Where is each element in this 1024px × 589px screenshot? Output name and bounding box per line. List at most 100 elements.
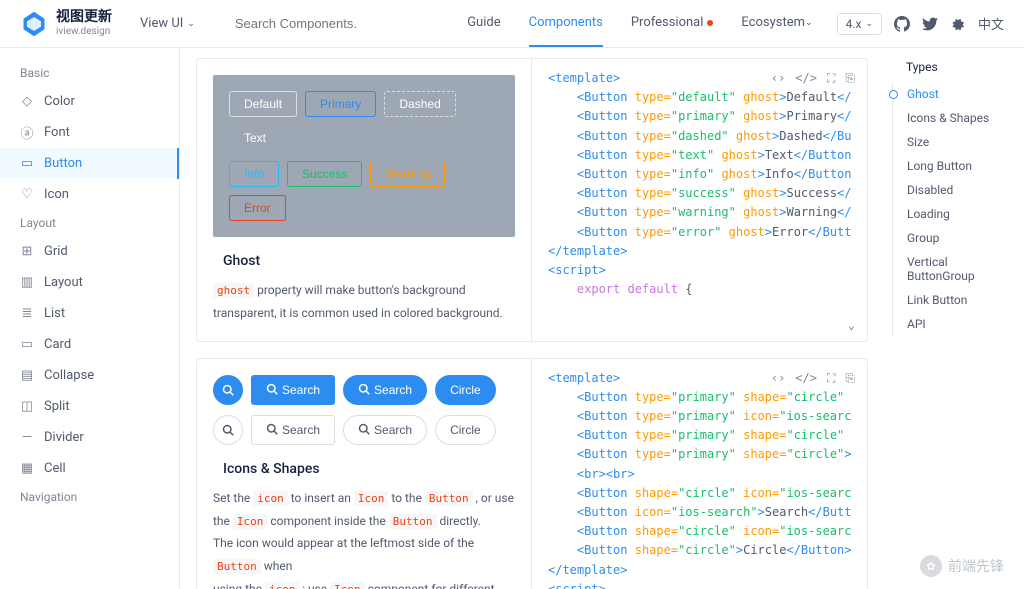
- search-icon: [358, 383, 370, 395]
- anchor-item-size[interactable]: Size: [892, 130, 1016, 154]
- code-actions: ‹› </> ⛶ ⎘: [771, 369, 855, 388]
- sidebar-item-split[interactable]: ◫ Split: [0, 391, 179, 422]
- nav-ecosystem[interactable]: Ecosystem ⌄: [741, 0, 812, 47]
- anchor-item-api[interactable]: API: [892, 312, 1016, 336]
- btn-search-round-primary[interactable]: Search: [343, 375, 427, 405]
- btn-default-ghost[interactable]: Default: [229, 91, 297, 117]
- sidebar-item-card[interactable]: ▭Card: [0, 329, 179, 360]
- layout-icon: ▥: [20, 276, 34, 290]
- sidebar-item-label: Layout: [44, 275, 83, 290]
- font-icon: ⓐ: [20, 126, 34, 140]
- copy-icon[interactable]: ⎘: [845, 69, 855, 88]
- t: The icon would appear at the leftmost si…: [213, 536, 474, 550]
- heart-icon: ♡: [20, 188, 34, 202]
- twitter-icon[interactable]: [922, 16, 938, 32]
- sidebar-item-label: Button: [44, 156, 82, 171]
- btn-primary-ghost[interactable]: Primary: [305, 91, 376, 117]
- search-icon: [358, 423, 370, 435]
- nav-components[interactable]: Components: [529, 0, 603, 47]
- t: Set the: [213, 491, 253, 505]
- code-tag: icon: [253, 491, 288, 506]
- run-icon[interactable]: ‹›: [771, 69, 785, 88]
- sidebar-item-color[interactable]: ◇Color: [0, 86, 179, 117]
- viewui-dropdown[interactable]: View UI ⌄: [140, 16, 195, 31]
- side-group-basic: Basic: [0, 60, 179, 86]
- sidebar-item-icon[interactable]: ♡ Icon: [0, 179, 179, 210]
- example-ghost: Default Primary Dashed Text Info Success…: [196, 58, 868, 342]
- btn-search-primary[interactable]: Search: [251, 375, 335, 405]
- sidebar-item-label: Grid: [44, 244, 68, 259]
- run-icon[interactable]: ‹›: [771, 369, 785, 388]
- sidebar-item-list[interactable]: ≣List: [0, 298, 179, 329]
- wechat-icon: ✿: [920, 555, 942, 577]
- viewui-label: View UI: [140, 16, 183, 31]
- split-icon: ◫: [20, 400, 34, 414]
- search-input[interactable]: [235, 16, 435, 31]
- btn-dashed-ghost[interactable]: Dashed: [384, 91, 455, 117]
- btn-label: Search: [374, 383, 412, 397]
- logo-icon: [20, 10, 48, 38]
- example-code: ‹› </> ⛶ ⎘ <template> <Button type="prim…: [532, 359, 867, 589]
- sidebar-item-label: Split: [44, 399, 70, 414]
- t: directly.: [437, 514, 481, 528]
- copy-icon[interactable]: ⎘: [845, 369, 855, 388]
- code-icon[interactable]: </>: [795, 69, 817, 88]
- btn-error-ghost[interactable]: Error: [229, 195, 286, 221]
- btn-search-circle-primary[interactable]: [213, 375, 243, 405]
- code-actions: ‹› </> ⛶ ⎘: [771, 69, 855, 88]
- anchor-item-ghost[interactable]: Ghost: [892, 82, 1016, 106]
- example-demo: Search Search Circle Search Search Circl…: [197, 359, 532, 589]
- sidebar-item-layout[interactable]: ▥ Layout: [0, 267, 179, 298]
- t: to insert an: [288, 491, 354, 505]
- anchor-item-long-button[interactable]: Long Button: [892, 154, 1016, 178]
- sidebar-item-collapse[interactable]: ▤ Collapse: [0, 360, 179, 391]
- desc-text: property will make button's background t…: [213, 283, 503, 320]
- btn-search-circle-default[interactable]: [213, 415, 243, 445]
- logo[interactable]: 视图更新 iview.design: [20, 10, 112, 38]
- chevron-down-icon: ⌄: [187, 19, 195, 29]
- btn-circle-default[interactable]: Circle: [435, 415, 496, 445]
- dot-badge-icon: [707, 20, 713, 26]
- version-select[interactable]: 4.x⌄: [837, 13, 882, 35]
- anchor-item-icons-shapes[interactable]: Icons & Shapes: [892, 106, 1016, 130]
- expand-code-icon[interactable]: ⌄: [848, 316, 855, 335]
- sidebar-item-label: Icon: [44, 187, 69, 202]
- sidebar-item-grid[interactable]: ⊞Grid: [0, 236, 179, 267]
- github-icon[interactable]: [894, 16, 910, 32]
- code-tag: Button: [389, 514, 437, 529]
- code-block-icons: <template> <Button type="primary" shape=…: [548, 369, 851, 589]
- code-tag: Icon: [330, 582, 365, 589]
- card-icon: ▭: [20, 338, 34, 352]
- anchor-item-link-button[interactable]: Link Button: [892, 288, 1016, 312]
- code-icon[interactable]: </>: [795, 369, 817, 388]
- sidebar-item-font[interactable]: ⓐFont: [0, 117, 179, 148]
- anchor-item-vertical-group[interactable]: Vertical ButtonGroup: [892, 250, 1016, 288]
- t: component inside the: [267, 514, 388, 528]
- btn-info-ghost[interactable]: Info: [229, 161, 279, 187]
- language-toggle[interactable]: 中文: [978, 14, 1004, 33]
- nav-professional[interactable]: Professional: [631, 0, 714, 47]
- anchor-item-group[interactable]: Group: [892, 226, 1016, 250]
- sidebar-item-divider[interactable]: —Divider: [0, 422, 179, 453]
- nav-guide[interactable]: Guide: [467, 0, 500, 47]
- btn-text-ghost[interactable]: Text: [229, 125, 281, 151]
- sidebar: Basic ◇Color ⓐFont ▭Button ♡Icon Layout …: [0, 48, 180, 589]
- sidebar-item-button[interactable]: ▭Button: [0, 148, 179, 179]
- anchor-item-loading[interactable]: Loading: [892, 202, 1016, 226]
- expand-icon[interactable]: ⛶: [827, 369, 835, 388]
- example-title: Ghost: [223, 253, 515, 269]
- header-right: 4.x⌄ 中文: [837, 13, 1004, 35]
- btn-search-default[interactable]: Search: [251, 415, 335, 445]
- anchor-item-disabled[interactable]: Disabled: [892, 178, 1016, 202]
- btn-search-round-default[interactable]: Search: [343, 415, 427, 445]
- gear-icon[interactable]: [950, 16, 966, 32]
- sidebar-item-label: Collapse: [44, 368, 94, 383]
- sidebar-item-label: Color: [44, 94, 75, 109]
- btn-circle-primary[interactable]: Circle: [435, 375, 496, 405]
- sidebar-item-cell[interactable]: ▦Cell: [0, 453, 179, 484]
- collapse-icon: ▤: [20, 369, 34, 383]
- nav-professional-label: Professional: [631, 15, 704, 30]
- btn-success-ghost[interactable]: Success: [287, 161, 362, 187]
- expand-icon[interactable]: ⛶: [827, 69, 835, 88]
- btn-warning-ghost[interactable]: Warning: [370, 161, 444, 187]
